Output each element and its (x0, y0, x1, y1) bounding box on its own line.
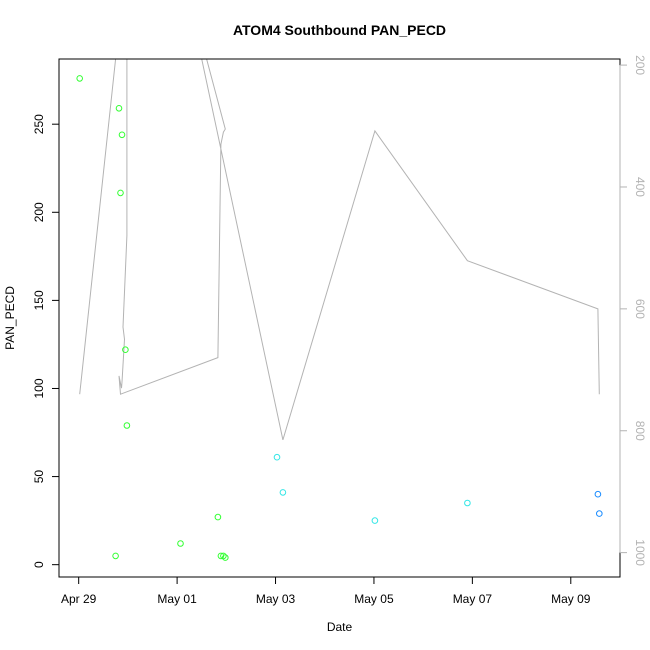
y2-tick-label: 1000 (633, 539, 647, 566)
data-point (214, 513, 222, 521)
data-point (222, 554, 229, 561)
data-point (273, 453, 281, 461)
x-tick-label: Apr 29 (61, 592, 97, 606)
y2-tick-label: 800 (633, 421, 647, 441)
y-tick-label: 200 (32, 202, 46, 222)
overlay-series-line (79, 59, 600, 441)
data-point (117, 189, 124, 197)
plot-frame (58, 58, 621, 578)
data-point (217, 552, 225, 560)
data-point (76, 75, 83, 82)
data-point (122, 346, 129, 354)
data-point (594, 490, 602, 498)
y2-axis: 200 400 600 800 1000 (619, 55, 647, 566)
x-axis-label: Date (327, 620, 353, 634)
data-point (115, 105, 123, 112)
y2-tick-label: 400 (633, 177, 647, 197)
y-axis: 0 50 100 150 200 250 (32, 114, 60, 568)
x-tick-label: May 03 (256, 592, 296, 606)
y-axis-label: PAN_PECD (3, 286, 17, 350)
data-point (596, 510, 603, 517)
data-point (371, 517, 379, 524)
data-point (177, 540, 184, 547)
overlay-line-layer (79, 59, 600, 441)
data-point (123, 422, 131, 429)
y-tick-label: 100 (32, 378, 46, 398)
x-tick-label: May 01 (157, 592, 197, 606)
points-layer (76, 75, 603, 561)
y-tick-label: 50 (32, 470, 46, 484)
data-point (279, 489, 287, 496)
y2-tick-label: 200 (633, 55, 647, 75)
data-point (112, 552, 119, 560)
y-tick-label: 250 (32, 114, 46, 134)
x-tick-label: May 07 (453, 592, 493, 606)
y-tick-label: 0 (32, 561, 46, 568)
data-point (220, 552, 227, 560)
chart-title: ATOM4 Southbound PAN_PECD (233, 22, 446, 38)
x-axis: Apr 29 May 01 May 03 May 05 May 07 May 09 (61, 576, 591, 606)
y-tick-label: 150 (32, 290, 46, 310)
y2-tick-label: 600 (633, 299, 647, 319)
x-tick-label: May 05 (354, 592, 394, 606)
data-point (464, 499, 471, 507)
x-tick-label: May 09 (551, 592, 591, 606)
data-point (118, 131, 126, 139)
